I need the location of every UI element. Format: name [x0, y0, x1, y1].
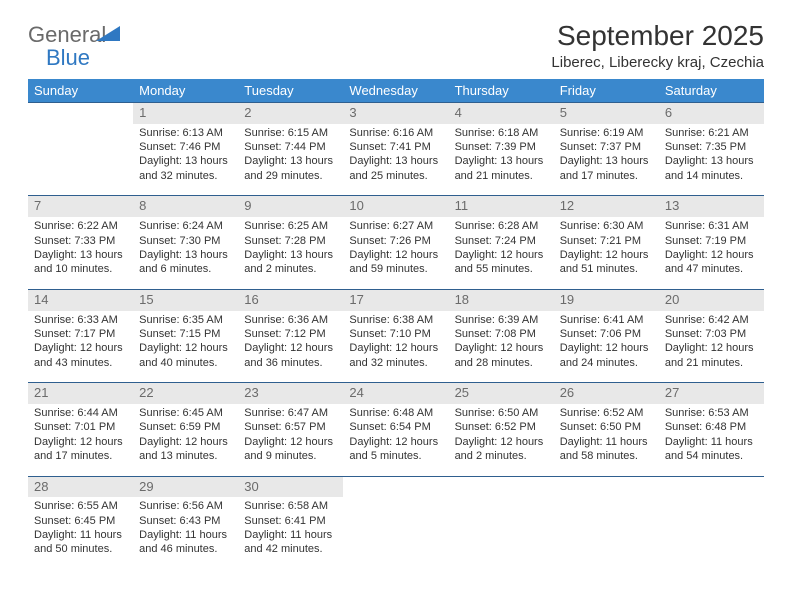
day-number-cell: 29	[133, 476, 238, 497]
day-content-cell: Sunrise: 6:36 AMSunset: 7:12 PMDaylight:…	[238, 311, 343, 383]
logo: General Blue	[28, 20, 122, 70]
day-number-row: 14151617181920	[28, 289, 764, 310]
day-number-cell: 17	[343, 289, 448, 310]
header: General Blue September 2025 Liberec, Lib…	[28, 20, 764, 71]
day-number-cell: 10	[343, 196, 448, 217]
day-number-row: 78910111213	[28, 196, 764, 217]
day-content-cell: Sunrise: 6:22 AMSunset: 7:33 PMDaylight:…	[28, 217, 133, 289]
day-content-cell	[554, 497, 659, 569]
day-number-cell: 25	[449, 383, 554, 404]
day-number-cell: 4	[449, 103, 554, 124]
day-content-cell: Sunrise: 6:58 AMSunset: 6:41 PMDaylight:…	[238, 497, 343, 569]
logo-triangle-icon	[96, 24, 122, 47]
day-content-cell	[659, 497, 764, 569]
title-block: September 2025 Liberec, Liberecky kraj, …	[551, 20, 764, 71]
day-number-cell: 26	[554, 383, 659, 404]
logo-text-blue: Blue	[46, 45, 90, 70]
day-number-cell	[449, 476, 554, 497]
day-content-cell	[28, 124, 133, 196]
day-number-cell: 13	[659, 196, 764, 217]
day-number-cell: 22	[133, 383, 238, 404]
day-content-cell: Sunrise: 6:30 AMSunset: 7:21 PMDaylight:…	[554, 217, 659, 289]
weekday-header: Wednesday	[343, 79, 448, 103]
day-content-cell: Sunrise: 6:13 AMSunset: 7:46 PMDaylight:…	[133, 124, 238, 196]
day-number-cell: 11	[449, 196, 554, 217]
calendar-body: 123456Sunrise: 6:13 AMSunset: 7:46 PMDay…	[28, 103, 764, 570]
day-content-cell: Sunrise: 6:48 AMSunset: 6:54 PMDaylight:…	[343, 404, 448, 476]
day-content-cell: Sunrise: 6:42 AMSunset: 7:03 PMDaylight:…	[659, 311, 764, 383]
day-content-cell: Sunrise: 6:52 AMSunset: 6:50 PMDaylight:…	[554, 404, 659, 476]
day-number-cell	[343, 476, 448, 497]
day-number-cell: 8	[133, 196, 238, 217]
day-number-cell: 9	[238, 196, 343, 217]
day-number-cell: 20	[659, 289, 764, 310]
day-number-cell	[554, 476, 659, 497]
logo-text-general: General	[28, 22, 106, 47]
day-content-cell: Sunrise: 6:41 AMSunset: 7:06 PMDaylight:…	[554, 311, 659, 383]
weekday-header: Sunday	[28, 79, 133, 103]
day-number-cell	[659, 476, 764, 497]
day-number-row: 282930	[28, 476, 764, 497]
day-content-cell: Sunrise: 6:47 AMSunset: 6:57 PMDaylight:…	[238, 404, 343, 476]
day-number-cell: 27	[659, 383, 764, 404]
month-title: September 2025	[551, 20, 764, 52]
day-content-cell: Sunrise: 6:18 AMSunset: 7:39 PMDaylight:…	[449, 124, 554, 196]
day-number-cell: 28	[28, 476, 133, 497]
weekday-header: Thursday	[449, 79, 554, 103]
day-number-cell: 3	[343, 103, 448, 124]
day-content-cell: Sunrise: 6:53 AMSunset: 6:48 PMDaylight:…	[659, 404, 764, 476]
day-number-cell: 7	[28, 196, 133, 217]
weekday-header-row: SundayMondayTuesdayWednesdayThursdayFrid…	[28, 79, 764, 103]
day-content-cell: Sunrise: 6:39 AMSunset: 7:08 PMDaylight:…	[449, 311, 554, 383]
day-content-cell: Sunrise: 6:55 AMSunset: 6:45 PMDaylight:…	[28, 497, 133, 569]
day-content-cell: Sunrise: 6:16 AMSunset: 7:41 PMDaylight:…	[343, 124, 448, 196]
day-content-row: Sunrise: 6:22 AMSunset: 7:33 PMDaylight:…	[28, 217, 764, 289]
day-number-cell: 19	[554, 289, 659, 310]
day-content-cell: Sunrise: 6:15 AMSunset: 7:44 PMDaylight:…	[238, 124, 343, 196]
day-number-cell: 16	[238, 289, 343, 310]
day-content-row: Sunrise: 6:33 AMSunset: 7:17 PMDaylight:…	[28, 311, 764, 383]
day-number-cell: 12	[554, 196, 659, 217]
day-number-cell: 21	[28, 383, 133, 404]
day-content-cell: Sunrise: 6:31 AMSunset: 7:19 PMDaylight:…	[659, 217, 764, 289]
day-content-cell: Sunrise: 6:44 AMSunset: 7:01 PMDaylight:…	[28, 404, 133, 476]
day-number-cell: 23	[238, 383, 343, 404]
calendar-table: SundayMondayTuesdayWednesdayThursdayFrid…	[28, 79, 764, 569]
day-number-cell: 6	[659, 103, 764, 124]
weekday-header: Saturday	[659, 79, 764, 103]
day-number-cell	[28, 103, 133, 124]
day-number-cell: 14	[28, 289, 133, 310]
day-content-row: Sunrise: 6:55 AMSunset: 6:45 PMDaylight:…	[28, 497, 764, 569]
day-content-row: Sunrise: 6:13 AMSunset: 7:46 PMDaylight:…	[28, 124, 764, 196]
day-number-cell: 30	[238, 476, 343, 497]
day-content-cell: Sunrise: 6:28 AMSunset: 7:24 PMDaylight:…	[449, 217, 554, 289]
day-content-cell: Sunrise: 6:56 AMSunset: 6:43 PMDaylight:…	[133, 497, 238, 569]
day-number-row: 21222324252627	[28, 383, 764, 404]
day-content-cell	[343, 497, 448, 569]
location-label: Liberec, Liberecky kraj, Czechia	[551, 54, 764, 71]
day-number-cell: 24	[343, 383, 448, 404]
day-content-cell: Sunrise: 6:45 AMSunset: 6:59 PMDaylight:…	[133, 404, 238, 476]
day-content-cell: Sunrise: 6:50 AMSunset: 6:52 PMDaylight:…	[449, 404, 554, 476]
day-number-cell: 1	[133, 103, 238, 124]
day-content-cell: Sunrise: 6:21 AMSunset: 7:35 PMDaylight:…	[659, 124, 764, 196]
day-number-cell: 15	[133, 289, 238, 310]
weekday-header: Tuesday	[238, 79, 343, 103]
weekday-header: Monday	[133, 79, 238, 103]
day-number-cell: 18	[449, 289, 554, 310]
day-number-row: 123456	[28, 103, 764, 124]
day-content-cell: Sunrise: 6:35 AMSunset: 7:15 PMDaylight:…	[133, 311, 238, 383]
weekday-header: Friday	[554, 79, 659, 103]
day-content-cell: Sunrise: 6:27 AMSunset: 7:26 PMDaylight:…	[343, 217, 448, 289]
day-content-cell	[449, 497, 554, 569]
day-content-cell: Sunrise: 6:25 AMSunset: 7:28 PMDaylight:…	[238, 217, 343, 289]
day-number-cell: 5	[554, 103, 659, 124]
day-number-cell: 2	[238, 103, 343, 124]
day-content-row: Sunrise: 6:44 AMSunset: 7:01 PMDaylight:…	[28, 404, 764, 476]
day-content-cell: Sunrise: 6:33 AMSunset: 7:17 PMDaylight:…	[28, 311, 133, 383]
day-content-cell: Sunrise: 6:24 AMSunset: 7:30 PMDaylight:…	[133, 217, 238, 289]
day-content-cell: Sunrise: 6:19 AMSunset: 7:37 PMDaylight:…	[554, 124, 659, 196]
day-content-cell: Sunrise: 6:38 AMSunset: 7:10 PMDaylight:…	[343, 311, 448, 383]
